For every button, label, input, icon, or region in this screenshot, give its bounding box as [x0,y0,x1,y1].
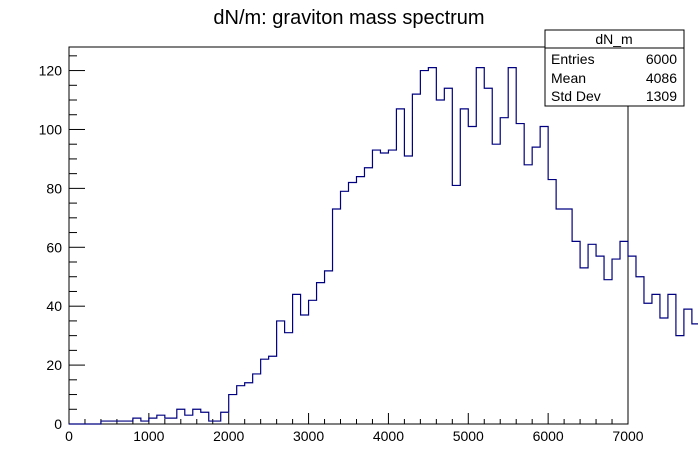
stats-entries-value: 6000 [646,51,677,67]
histogram-line [69,67,698,425]
chart-title: dN/m: graviton mass spectrum [213,7,484,29]
y-axis: 0 20 40 60 80 100 120 [39,55,85,432]
x-tick-label: 6000 [533,428,564,444]
y-tick-label: 80 [46,180,62,196]
plot-frame [68,46,629,425]
stats-box-frame [544,29,685,107]
y-tick-label: 40 [46,298,62,314]
x-tick-label: 2000 [213,428,244,444]
y-tick-label: 100 [39,121,63,137]
stats-mean-label: Mean [551,70,586,86]
y-tick-label: 120 [39,63,63,79]
y-tick-label: 60 [46,239,62,255]
stats-box-title: dN_m [595,31,632,47]
x-tick-label: 4000 [373,428,404,444]
stats-box: dN_m Entries 6000 Mean 4086 Std Dev 1309 [544,29,685,107]
x-tick-label: 1000 [133,428,164,444]
x-tick-label: 0 [65,428,73,444]
stats-mean-value: 4086 [646,70,677,86]
y-tick-label: 20 [46,357,62,373]
x-axis: 0 1000 2000 3000 4000 5000 6000 7000 [65,413,644,444]
stats-stddev-label: Std Dev [551,88,601,104]
x-tick-label: 5000 [453,428,484,444]
stats-stddev-value: 1309 [646,88,677,104]
x-tick-label: 3000 [293,428,324,444]
stats-entries-label: Entries [551,51,595,67]
x-tick-label: 7000 [612,428,643,444]
y-tick-label: 0 [54,416,62,432]
